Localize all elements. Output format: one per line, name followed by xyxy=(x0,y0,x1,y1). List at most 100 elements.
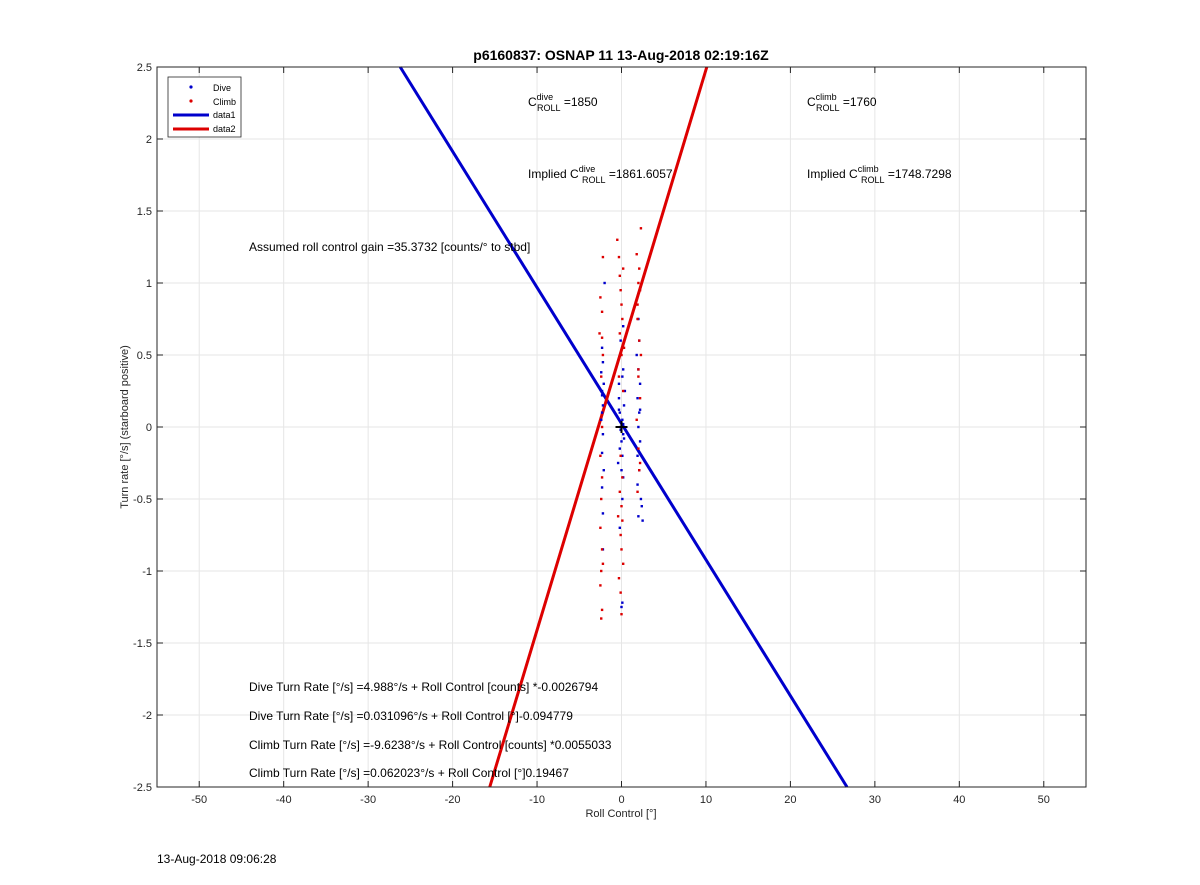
dive-point xyxy=(621,418,624,421)
gain-annotation: Assumed roll control gain =35.3732 [coun… xyxy=(249,240,530,254)
climb-point xyxy=(621,267,625,270)
climb-point xyxy=(616,238,619,241)
climb-point xyxy=(600,548,604,551)
dive-point xyxy=(600,394,604,397)
y-tick-label: 1 xyxy=(146,278,152,290)
dive-point xyxy=(601,404,605,407)
dive-point xyxy=(621,497,624,501)
x-tick-label: 10 xyxy=(700,794,712,806)
climb-point xyxy=(620,303,623,306)
x-tick-label: 40 xyxy=(953,794,965,806)
c-dive-annotation: Cdive ROLL =1850 xyxy=(528,92,598,113)
y-tick-label: -0.5 xyxy=(133,494,152,506)
climb-point xyxy=(619,533,622,537)
implied-dive-sup: dive xyxy=(579,164,596,174)
climb-point xyxy=(638,397,642,400)
annotations: Cdive ROLL =1850 Cclimb ROLL =1760 Implied… xyxy=(249,92,952,780)
legend-climb-marker xyxy=(189,99,193,103)
y-tick-label: -2.5 xyxy=(133,782,152,794)
dive-point xyxy=(636,397,639,400)
dive-point xyxy=(601,512,605,515)
x-tick-label: -50 xyxy=(191,794,207,806)
dive-point xyxy=(618,447,622,450)
climb-point xyxy=(600,497,603,501)
climb-point xyxy=(636,303,639,306)
dive-point xyxy=(622,404,626,407)
y-axis-label: Turn rate [°/s] (starboard positive) xyxy=(119,345,131,509)
climb-point xyxy=(599,454,602,457)
dive-point xyxy=(637,515,640,518)
footer-timestamp: 13-Aug-2018 09:06:28 xyxy=(157,852,277,866)
legend-dive-marker xyxy=(189,85,193,89)
climb-point xyxy=(621,562,625,565)
climb-points xyxy=(598,227,643,620)
dive-point xyxy=(600,371,603,374)
x-tick-label: 20 xyxy=(784,794,796,806)
y-tick-label: -1.5 xyxy=(133,638,152,650)
y-tick-label: 0 xyxy=(146,422,152,434)
climb-point xyxy=(617,577,621,580)
fit-line-4: Climb Turn Rate [°/s] =0.062023°/s + Rol… xyxy=(249,766,569,780)
implied-climb-sub: ROLL xyxy=(861,175,885,185)
climb-point xyxy=(600,310,604,313)
dive-point xyxy=(617,408,621,411)
y-axis-ticks: -2.5 -2 -1.5 -1 -0.5 0 0.5 1 1.5 2 2.5 xyxy=(133,62,1086,794)
x-tick-label: -20 xyxy=(445,794,461,806)
c-climb-annotation: Cclimb ROLL =1760 xyxy=(807,92,877,113)
climb-point xyxy=(619,289,622,292)
dive-point xyxy=(601,361,605,364)
dive-point xyxy=(621,375,624,378)
climb-point xyxy=(621,476,624,479)
climb-point xyxy=(600,617,603,620)
dive-point xyxy=(602,382,605,385)
y-tick-label: -1 xyxy=(142,566,152,578)
dive-point xyxy=(635,353,638,357)
climb-point xyxy=(616,515,620,518)
climb-point xyxy=(601,353,605,357)
dive-point xyxy=(620,469,623,472)
c-climb-sub: ROLL xyxy=(816,103,840,113)
dive-point xyxy=(616,461,620,465)
x-axis-label: Roll Control [°] xyxy=(585,808,656,820)
climb-point xyxy=(601,255,605,259)
dive-point xyxy=(623,389,627,393)
dive-point xyxy=(621,601,624,604)
climb-point xyxy=(618,490,622,493)
legend: Dive Climb data1 data2 xyxy=(167,76,242,138)
c-climb-base: C xyxy=(807,95,816,109)
c-climb-value: =1760 xyxy=(840,95,877,109)
dive-point xyxy=(600,418,603,421)
dive-point xyxy=(603,281,606,285)
dive-point xyxy=(637,425,640,429)
x-tick-label: 30 xyxy=(869,794,881,806)
climb-point xyxy=(636,317,639,321)
y-tick-label: 1.5 xyxy=(137,206,152,218)
x-tick-label: 50 xyxy=(1038,794,1050,806)
climb-point xyxy=(620,548,623,551)
climb-point xyxy=(636,490,639,493)
climb-point xyxy=(620,353,623,357)
climb-point xyxy=(620,505,623,508)
dive-point xyxy=(641,519,644,522)
climb-point xyxy=(618,274,622,277)
y-tick-label: 0.5 xyxy=(137,350,152,362)
implied-climb-prefix: Implied C xyxy=(807,167,858,181)
x-tick-label: 0 xyxy=(618,794,624,806)
dive-point xyxy=(600,451,604,455)
climb-point xyxy=(619,454,622,457)
implied-climb-sup: climb xyxy=(858,164,879,174)
dive-point xyxy=(621,454,624,457)
climb-point xyxy=(635,253,638,256)
dive-point xyxy=(640,505,643,508)
climb-point xyxy=(638,339,641,342)
climb-point xyxy=(621,317,624,321)
climb-point xyxy=(600,425,604,429)
climb-point xyxy=(600,336,604,339)
climb-point xyxy=(622,346,626,349)
dive-point xyxy=(621,368,625,371)
c-dive-base: C xyxy=(528,95,537,109)
climb-point xyxy=(600,608,604,612)
climb-point xyxy=(637,375,640,378)
dive-point xyxy=(621,433,625,436)
x-tick-label: -40 xyxy=(276,794,292,806)
